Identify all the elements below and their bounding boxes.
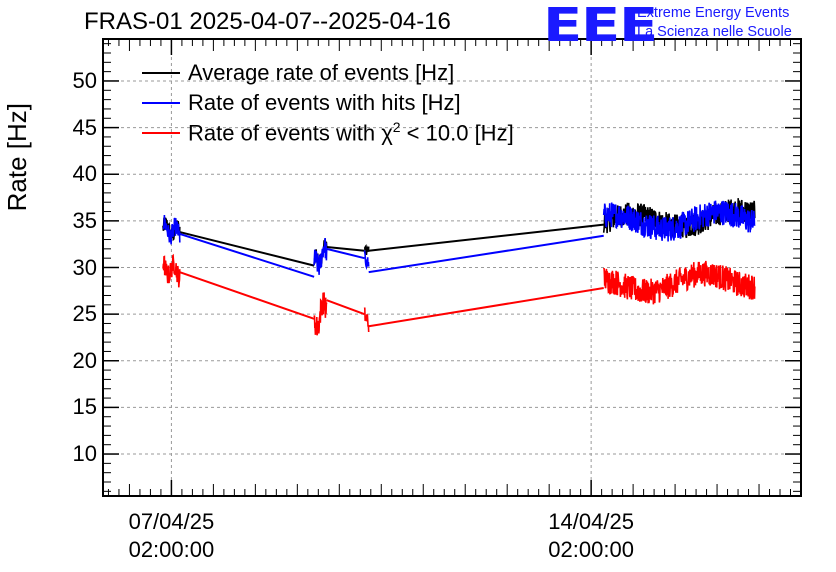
series-gap-line [326,299,365,316]
series-segment [313,237,328,275]
series-1 [162,200,756,278]
chart-title: FRAS-01 2025-04-07--2025-04-16 [84,8,451,35]
y-tick-label: 10 [72,441,97,467]
y-tick-label: 20 [72,347,97,373]
legend-entry-hits: Rate of events with hits [Hz] [142,89,461,117]
x-tick-label: 07/04/25 02:00:00 [116,508,226,564]
series-gap-line [179,231,315,267]
series-segment [162,214,181,245]
y-tick-label: 40 [72,161,97,187]
series-gap-line [368,234,604,274]
series-gap-line [179,232,315,278]
logo-line-1: Extreme Energy Events [637,5,790,21]
series-gap-line [368,287,604,328]
logo-line-2: La Scienza nelle Scuole [637,24,792,40]
x-tick-date: 14/04/25 [548,509,634,534]
legend-label-chi2-suffix: < 10.0 [Hz] [400,120,514,146]
legend-label-average: Average rate of events [Hz] [188,60,455,85]
series-gap-line [326,247,365,260]
series-segment [602,260,756,305]
legend-swatch-chi2 [142,132,180,134]
x-tick-label: 14/04/25 02:00:00 [536,508,646,564]
legend-label-chi2-prefix: Rate of events with χ [188,120,393,146]
series-2 [162,253,756,336]
axis-ticks [103,39,802,496]
legend-entry-chi2: Rate of events with χ2 < 10.0 [Hz] [142,119,514,147]
legend-label-chi2-sup: 2 [392,119,401,136]
logo-text: Extreme Energy Events La Scienza nelle S… [637,4,792,42]
x-tick-time: 02:00:00 [128,537,215,562]
legend-label-chi2: Rate of events with χ2 < 10.0 [Hz] [188,119,514,146]
y-tick-label: 15 [72,394,97,420]
y-tick-label: 35 [72,207,97,233]
legend-entry-average: Average rate of events [Hz] [142,59,454,87]
series-segment [363,250,370,271]
series-gap-line [179,271,315,320]
series-segment [313,292,328,336]
y-tick-label: 30 [72,254,97,280]
legend-label-hits: Rate of events with hits [Hz] [188,90,461,115]
y-tick-label: 50 [72,67,97,93]
legend-swatch-average [142,72,180,74]
series-segment [162,253,181,288]
y-tick-label: 25 [72,301,97,327]
series-segment [363,243,370,255]
series-segment [602,200,756,242]
y-axis-label: Rate [Hz] [2,103,32,212]
series-gap-line [326,245,365,252]
x-tick-date: 07/04/25 [128,509,215,534]
series-segment [363,307,370,333]
legend-swatch-hits [142,102,180,104]
series-gap-line [368,223,604,252]
eee-logo: EEE [543,0,658,52]
y-tick-label: 45 [72,114,97,140]
x-tick-time: 02:00:00 [548,537,634,562]
series-layer [162,198,756,336]
